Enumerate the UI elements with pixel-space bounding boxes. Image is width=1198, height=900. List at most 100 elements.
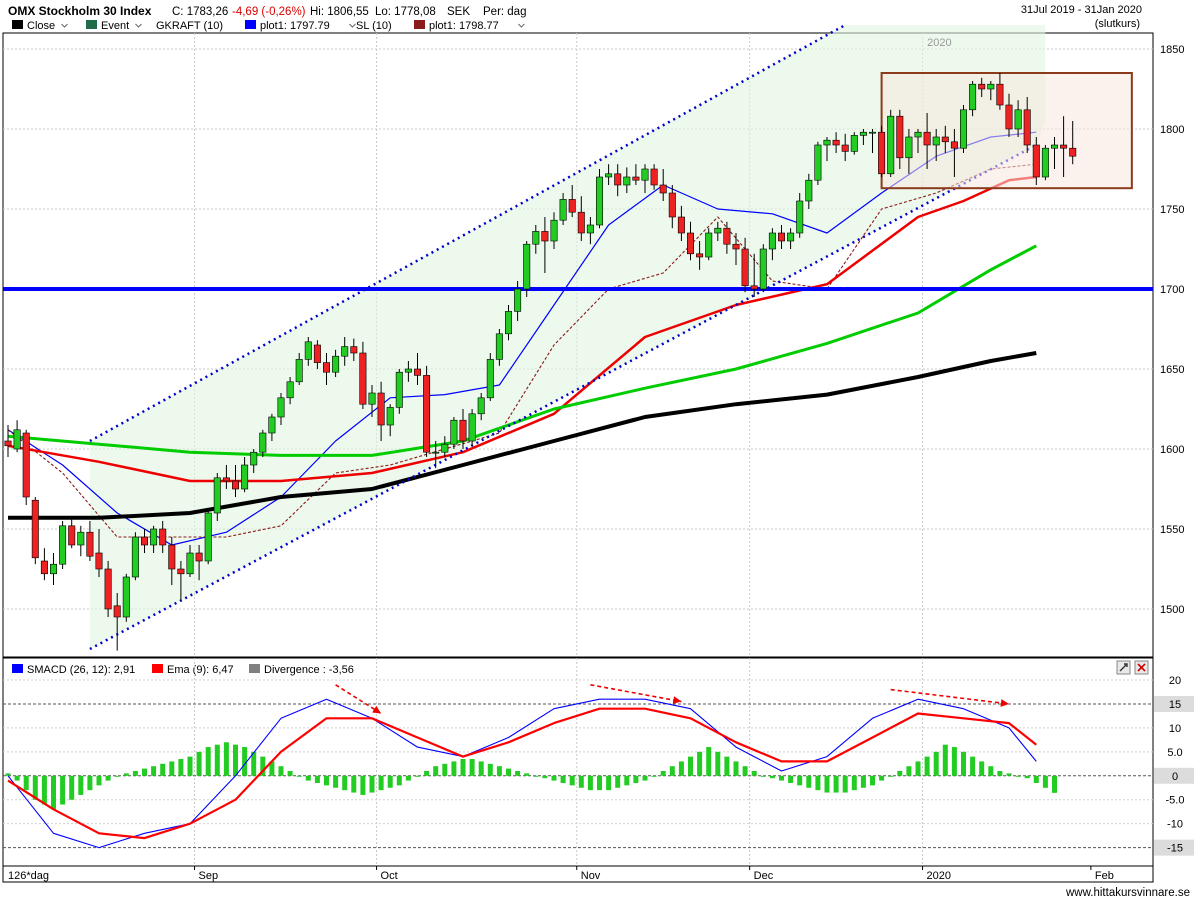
- divergence-arrow: [335, 684, 382, 715]
- legend-swatch: [12, 664, 23, 673]
- divergence-bar: [396, 775, 402, 786]
- candle-body: [295, 359, 303, 383]
- y-tick-label: 1550: [1160, 524, 1184, 536]
- divergence-bar: [833, 775, 839, 793]
- divergence-bar: [460, 759, 466, 776]
- divergence-bar: [1015, 775, 1021, 777]
- candle-body: [222, 477, 230, 482]
- candle-body: [40, 560, 48, 575]
- candle-body: [896, 115, 904, 159]
- candle-body: [423, 375, 431, 453]
- divergence-bar: [223, 742, 229, 776]
- candle-body: [341, 346, 349, 357]
- divergence-bar: [160, 763, 166, 776]
- candle-body: [104, 568, 112, 610]
- candle-body: [996, 83, 1004, 106]
- candle-body: [832, 139, 840, 146]
- y-tick-label: -5.0: [1166, 795, 1185, 807]
- candle-body: [186, 552, 194, 575]
- divergence-bar: [433, 766, 439, 776]
- legend-label[interactable]: Event: [101, 20, 129, 32]
- candle-body: [22, 432, 30, 498]
- candle-body: [577, 211, 585, 234]
- site-credit: www.hittakursvinnare.se: [1065, 887, 1190, 899]
- divergence-bar: [524, 773, 530, 776]
- price-panel: 2020 1850 1800 1750 1700 1650 1600 1550 1500: [2, 23, 1184, 658]
- x-tick-label: Feb: [1095, 870, 1114, 882]
- divergence-bar: [187, 756, 193, 776]
- arrow-head: [1000, 699, 1009, 707]
- wrench-icon-glyph: [1119, 663, 1128, 672]
- candle-body: [13, 429, 21, 450]
- legend-label[interactable]: plot1: 1798.77: [429, 20, 499, 32]
- divergence-bar: [287, 771, 293, 776]
- divergence-bar: [387, 775, 393, 788]
- divergence-bar: [942, 744, 948, 776]
- candle-body: [213, 477, 221, 514]
- chevron-down-icon[interactable]: [349, 23, 356, 28]
- legend-label[interactable]: plot1: 1797.79: [260, 20, 330, 32]
- macd-panel: SMACD (26, 12): 2,91 Ema (9): 6,47 Diverge…: [2, 657, 1194, 867]
- divergence-bar: [105, 775, 111, 781]
- divergence-bar: [351, 775, 357, 793]
- candle-body: [313, 344, 321, 363]
- y-tick-label: 20: [1169, 675, 1181, 687]
- y-tick-label: 5.0: [1167, 747, 1182, 759]
- candle-body: [1060, 144, 1068, 149]
- candle-body: [850, 135, 858, 152]
- divergence-bar: [1006, 773, 1012, 776]
- macd-axis: 20 15 10 5.0 0 -5.0 -10 -15: [1154, 675, 1194, 856]
- macd-lines: [7, 698, 1037, 849]
- candle-body: [159, 528, 167, 546]
- divergence-bar: [451, 761, 457, 776]
- candle-body: [332, 355, 340, 373]
- divergence-bar: [924, 756, 930, 776]
- divergence-bar: [305, 775, 311, 781]
- legend-label[interactable]: SL (10): [356, 20, 392, 32]
- candle-body: [1041, 147, 1049, 178]
- legend-label[interactable]: GKRAFT (10): [156, 20, 223, 32]
- chevron-down-icon[interactable]: [135, 23, 142, 28]
- divergence-bar: [78, 775, 84, 795]
- divergence-bar: [96, 775, 102, 786]
- main-legend: Close Event GKRAFT (10) plot1: 1797.79 SL (1…: [12, 20, 525, 32]
- candle-body: [459, 419, 467, 442]
- close-value: C: 1783,26: [172, 6, 228, 18]
- divergence-bar: [879, 775, 885, 781]
- candle-body: [941, 136, 949, 143]
- moving-average-line: [7, 131, 1037, 546]
- chevron-down-icon[interactable]: [61, 23, 68, 28]
- moving-average-line: [7, 175, 1037, 483]
- high-value: Hi: 1806,55: [310, 6, 369, 18]
- legend-swatch: [245, 20, 256, 29]
- candle-body: [768, 232, 776, 250]
- legend-label[interactable]: Close: [27, 20, 55, 32]
- divergence-bar: [578, 775, 584, 788]
- divergence-bar: [23, 775, 29, 791]
- y-tick-label: 1500: [1160, 604, 1184, 616]
- candle-body: [723, 227, 731, 245]
- candle-body: [759, 248, 767, 290]
- divergence-bar: [424, 771, 430, 776]
- candle-body: [777, 232, 785, 242]
- x-tick-label: 2020: [927, 870, 951, 882]
- candle-body: [86, 531, 94, 557]
- change-value: -4,69 (-0,26%): [232, 6, 306, 18]
- divergence-bar: [515, 771, 521, 776]
- low-value: Lo: 1778,08: [375, 6, 436, 18]
- axis-tag: [1154, 839, 1194, 856]
- divergence-bar: [733, 761, 739, 776]
- candle-body: [978, 83, 986, 90]
- y-tick-label: -10: [1167, 819, 1183, 831]
- legend-label: Divergence : -3,56: [264, 664, 354, 676]
- candle-body: [1051, 144, 1059, 149]
- candle-body: [705, 232, 713, 258]
- candle-body: [241, 464, 249, 490]
- divergence-bar: [360, 775, 366, 795]
- candle-body: [905, 136, 913, 159]
- chevron-down-icon[interactable]: [518, 23, 525, 28]
- y-tick-label: 15: [1169, 699, 1181, 711]
- candle-body: [368, 392, 376, 405]
- candle-body: [686, 232, 694, 255]
